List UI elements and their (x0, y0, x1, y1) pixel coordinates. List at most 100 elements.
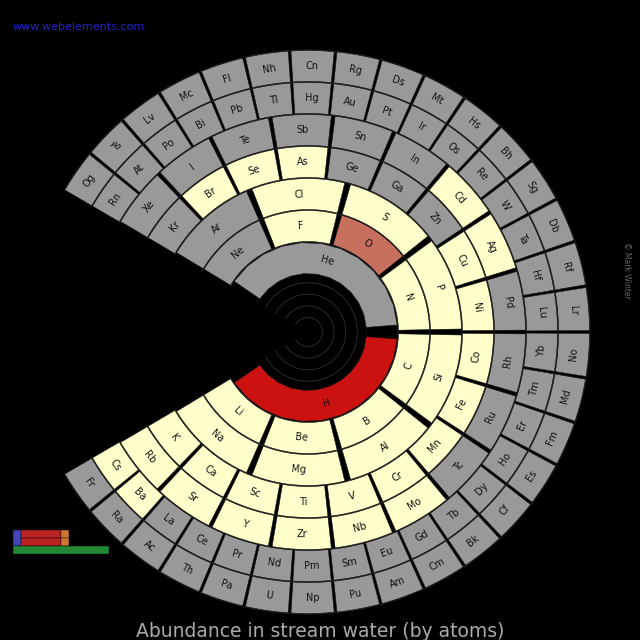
Text: Mo: Mo (405, 496, 423, 512)
Text: Po: Po (161, 136, 176, 152)
Text: Yb: Yb (536, 345, 547, 358)
Text: Dy: Dy (473, 481, 490, 497)
Text: Ra: Ra (109, 509, 125, 525)
Polygon shape (413, 541, 463, 588)
Polygon shape (529, 200, 574, 250)
Text: Rf: Rf (560, 261, 572, 273)
Polygon shape (332, 504, 392, 548)
Polygon shape (234, 337, 397, 421)
Bar (13, 530, 21, 546)
Polygon shape (245, 51, 291, 88)
Polygon shape (160, 138, 223, 195)
Text: Sm: Sm (341, 556, 358, 568)
Polygon shape (333, 388, 403, 449)
Text: Np: Np (305, 593, 319, 603)
Polygon shape (291, 581, 334, 614)
Text: Fm: Fm (545, 429, 559, 447)
Polygon shape (182, 445, 237, 497)
Text: Pd: Pd (502, 296, 514, 310)
Text: Nd: Nd (266, 557, 281, 570)
Text: V: V (348, 490, 356, 502)
Polygon shape (429, 166, 489, 228)
Text: Br: Br (204, 186, 218, 200)
Bar (61, 530, 69, 538)
Text: As: As (297, 157, 309, 167)
Polygon shape (501, 403, 544, 449)
Polygon shape (456, 333, 493, 383)
Bar (21, 538, 61, 546)
Text: © Mark Winter: © Mark Winter (623, 241, 632, 298)
Polygon shape (145, 121, 192, 167)
Polygon shape (524, 333, 557, 371)
Text: Be: Be (294, 433, 308, 443)
Polygon shape (264, 211, 337, 248)
Text: Ho: Ho (497, 451, 513, 467)
Polygon shape (365, 531, 410, 573)
Text: C: C (403, 361, 414, 371)
Text: Mg: Mg (291, 464, 307, 475)
Text: K: K (169, 432, 180, 443)
Polygon shape (508, 451, 556, 502)
Text: Xe: Xe (142, 199, 157, 214)
Polygon shape (21, 189, 308, 476)
Text: Es: Es (524, 468, 539, 484)
Polygon shape (556, 287, 589, 331)
Polygon shape (430, 492, 477, 539)
Text: Ar: Ar (210, 221, 224, 236)
Polygon shape (545, 374, 586, 421)
Polygon shape (482, 181, 527, 228)
Text: H: H (323, 397, 332, 409)
Polygon shape (524, 292, 557, 331)
Polygon shape (438, 378, 485, 433)
Polygon shape (406, 335, 461, 423)
Polygon shape (456, 280, 493, 331)
Polygon shape (333, 215, 403, 275)
Text: Tm: Tm (528, 380, 541, 397)
Polygon shape (465, 387, 516, 450)
Polygon shape (365, 92, 410, 132)
Text: F: F (298, 221, 304, 232)
Polygon shape (408, 191, 462, 246)
Text: www.webelements.com: www.webelements.com (13, 22, 145, 32)
Polygon shape (212, 118, 274, 164)
Text: Bi: Bi (195, 117, 207, 131)
Text: Ne: Ne (230, 244, 246, 260)
Text: Re: Re (474, 167, 490, 183)
Polygon shape (381, 334, 429, 404)
Text: Er: Er (516, 419, 529, 432)
Text: Hf: Hf (529, 269, 541, 282)
Polygon shape (212, 499, 274, 546)
Text: Cu: Cu (455, 252, 469, 268)
Polygon shape (448, 99, 499, 148)
Text: Au: Au (342, 96, 357, 108)
Polygon shape (383, 133, 446, 188)
Polygon shape (204, 379, 272, 444)
Polygon shape (515, 369, 554, 411)
Polygon shape (327, 474, 380, 516)
Polygon shape (293, 550, 332, 582)
Polygon shape (120, 427, 179, 489)
Polygon shape (515, 253, 554, 295)
Text: Pt: Pt (381, 106, 393, 118)
Text: Db: Db (545, 218, 559, 234)
Text: Si: Si (433, 371, 445, 382)
Text: W: W (498, 198, 511, 212)
Polygon shape (408, 418, 462, 473)
Polygon shape (148, 198, 201, 253)
Polygon shape (529, 413, 574, 463)
Text: Ca: Ca (202, 463, 219, 479)
Text: Sb: Sb (296, 125, 308, 135)
Text: Pa: Pa (220, 579, 234, 592)
Polygon shape (252, 179, 345, 218)
Text: Gd: Gd (413, 529, 430, 544)
Text: Ir: Ir (416, 122, 427, 134)
Text: Pb: Pb (229, 102, 244, 116)
Polygon shape (293, 83, 332, 115)
Polygon shape (480, 486, 531, 536)
Polygon shape (272, 115, 332, 148)
Polygon shape (277, 484, 328, 518)
Text: Rn: Rn (108, 191, 124, 207)
Polygon shape (399, 105, 445, 150)
Text: Fe: Fe (455, 397, 469, 411)
Text: Ti: Ti (299, 497, 307, 507)
